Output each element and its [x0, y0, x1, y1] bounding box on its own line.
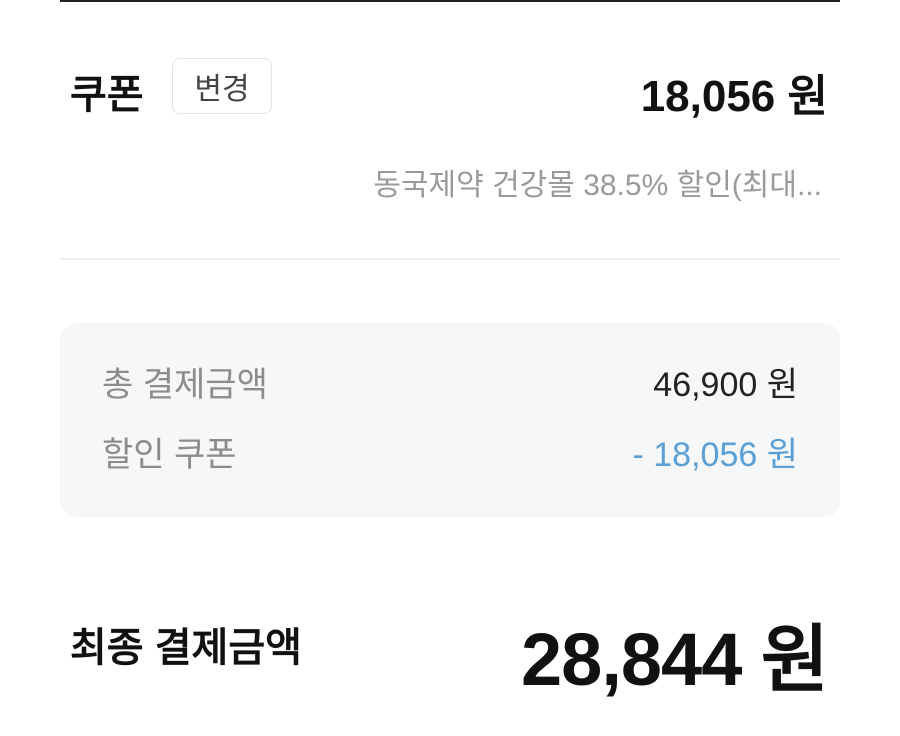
discount-value: - 18,056 원: [632, 436, 799, 474]
discount-label: 할인 쿠폰: [102, 436, 237, 474]
coupon-description: 동국제약 건강몰 38.5% 할인(최대...: [373, 169, 822, 202]
summary-row-total: 총 결제금액 46,900 원: [102, 357, 798, 406]
change-coupon-button[interactable]: 변경: [172, 58, 272, 114]
total-label: 총 결제금액: [102, 366, 268, 404]
coupon-title: 쿠폰: [70, 73, 144, 117]
summary-row-discount: 할인 쿠폰 - 18,056 원: [102, 427, 798, 476]
payment-summary-box: 총 결제금액 46,900 원 할인 쿠폰 - 18,056 원: [60, 323, 840, 517]
section-divider: [60, 258, 840, 260]
top-divider: [60, 0, 840, 2]
final-amount-value: 28,844 원: [521, 618, 829, 701]
total-value: 46,900 원: [653, 366, 798, 404]
coupon-amount: 18,056 원: [640, 72, 828, 121]
final-amount-label: 최종 결제금액: [70, 626, 302, 670]
